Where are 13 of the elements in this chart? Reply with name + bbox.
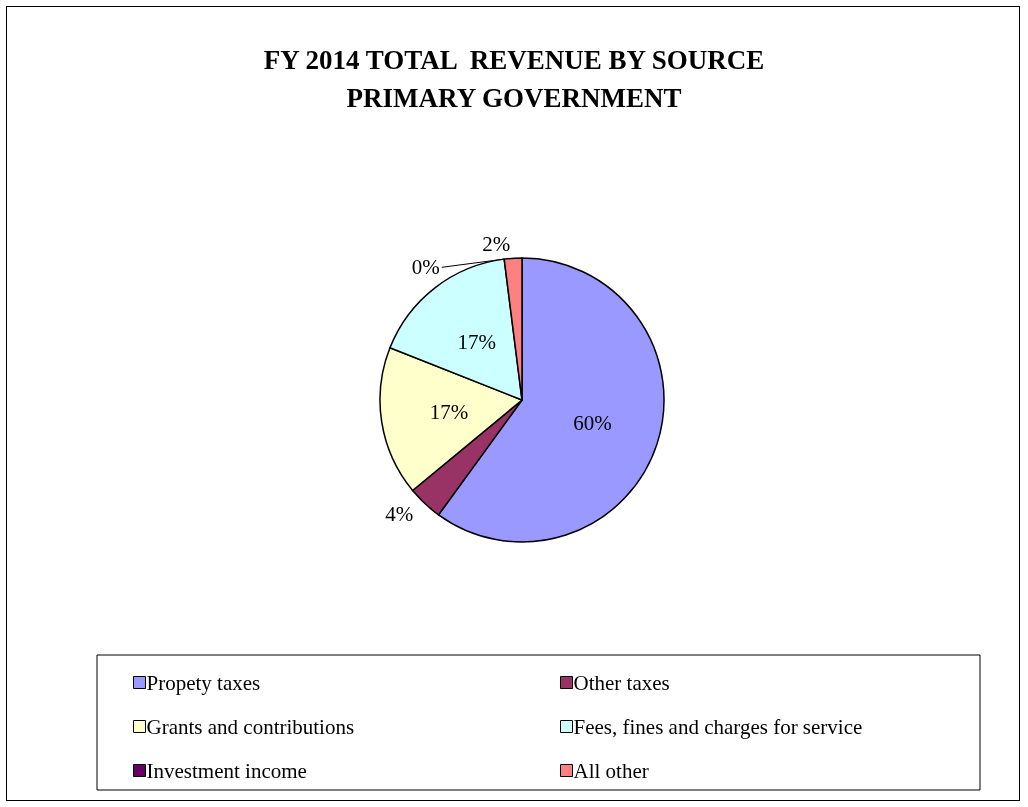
legend-label: Propety taxes — [146, 670, 261, 695]
data-label: 2% — [482, 232, 511, 257]
data-label: 17% — [457, 329, 496, 354]
legend-label: All other — [573, 758, 649, 783]
legend-label: Investment income — [146, 758, 307, 783]
legend-label: Other taxes — [573, 670, 670, 695]
data-label: 17% — [429, 399, 469, 424]
legend-label: Grants and contributions — [146, 714, 355, 739]
legend-label: Fees, fines and charges for service — [573, 714, 863, 739]
data-label: 60% — [573, 410, 612, 435]
text: 0% — [411, 255, 440, 280]
chart-title: FY 2014 TOTAL REVENUE BY SOURCE PRIMARY GOVERNMENT — [263, 45, 765, 113]
data-label: 4% — [385, 501, 414, 526]
